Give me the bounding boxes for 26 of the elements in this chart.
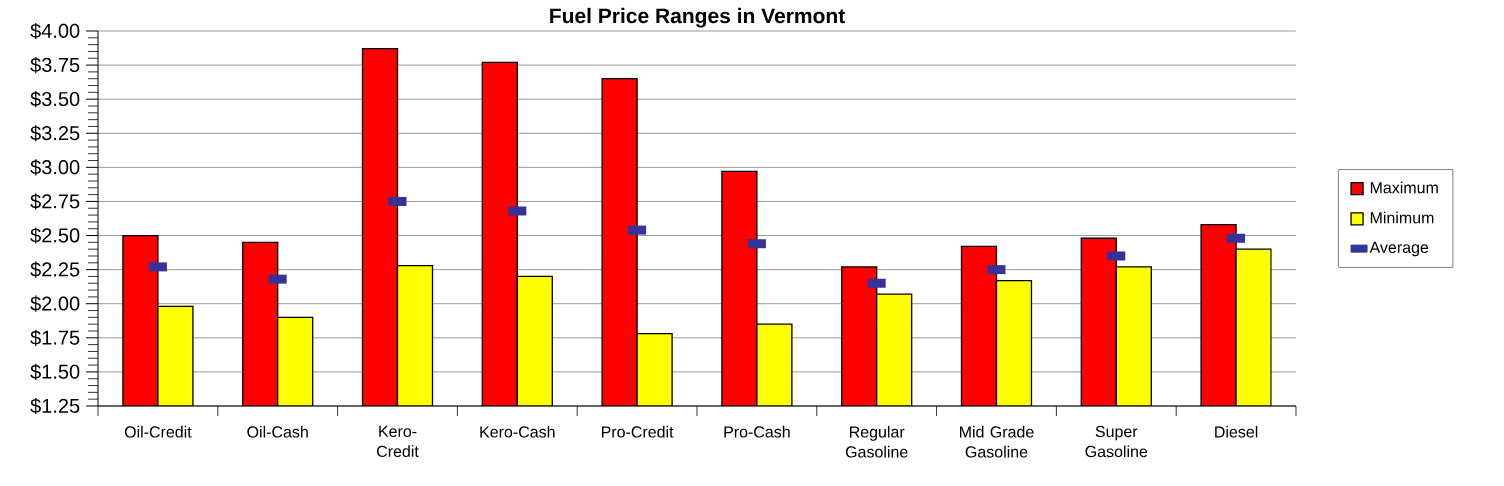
y-tick-label: $4.00 bbox=[30, 22, 80, 40]
y-tick-label: $2.50 bbox=[30, 227, 80, 244]
y-tick-label: $2.00 bbox=[30, 295, 80, 312]
y-tick-label: $3.50 bbox=[30, 91, 80, 108]
x-tick-label: Oil-Cash bbox=[247, 425, 308, 438]
x-tick-label: Pro-Credit bbox=[601, 425, 674, 438]
x-tick-label: Pro-Cash bbox=[724, 425, 790, 438]
chart-title: Fuel Price Ranges in Vermont bbox=[550, 7, 845, 28]
x-tick-label: Kero-Credit bbox=[376, 425, 419, 458]
y-tick-label: $1.25 bbox=[30, 397, 80, 415]
x-tick-label: Oil-Credit bbox=[124, 425, 192, 438]
y-tick-label: $2.25 bbox=[30, 261, 80, 278]
legend-label: Average bbox=[1369, 241, 1429, 257]
y-tick-label: $2.75 bbox=[30, 193, 80, 210]
x-tick-label: Regular Gasoline bbox=[845, 425, 908, 458]
y-tick-label: $3.25 bbox=[30, 125, 80, 142]
x-tick-label: Kero-Cash bbox=[480, 425, 555, 438]
legend-label: Maximum bbox=[1370, 181, 1438, 194]
x-tick-label: Super Gasoline bbox=[1085, 425, 1148, 458]
y-tick-label: $1.75 bbox=[30, 329, 80, 346]
y-tick-label: $1.50 bbox=[30, 363, 80, 380]
y-tick-label: $3.00 bbox=[30, 159, 80, 176]
x-tick-label: Diesel bbox=[1215, 425, 1258, 438]
legend-label: Minimum bbox=[1370, 211, 1434, 224]
x-tick-label: Mid Grade Gasoline bbox=[960, 425, 1034, 458]
y-tick-label: $3.75 bbox=[30, 56, 80, 74]
